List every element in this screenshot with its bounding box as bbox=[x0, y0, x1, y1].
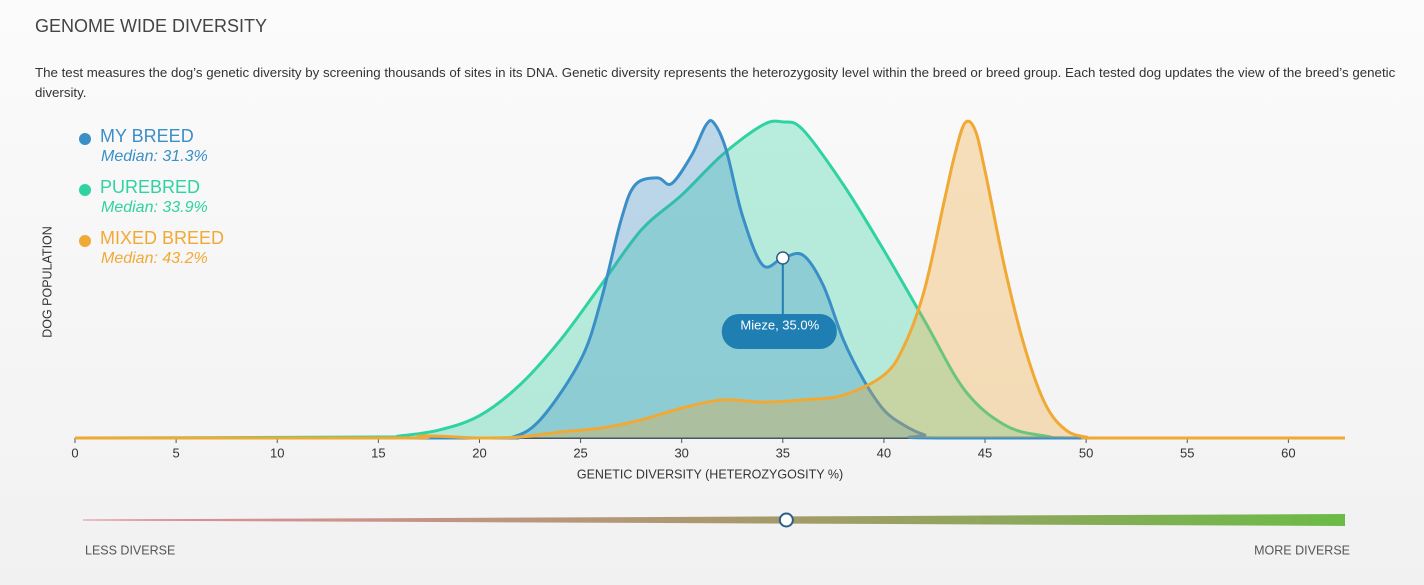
legend-dot bbox=[79, 184, 91, 196]
legend-name: MIXED BREED bbox=[100, 228, 224, 248]
legend-median: Median: 33.9% bbox=[101, 199, 208, 216]
x-axis-label: GENETIC DIVERSITY (HETEROZYGOSITY %) bbox=[577, 467, 843, 481]
scale-left-label: LESS DIVERSE bbox=[85, 543, 175, 557]
annotation-label: Mieze, 35.0% bbox=[740, 317, 819, 332]
x-tick-label: 5 bbox=[172, 445, 179, 460]
area-line bbox=[74, 119, 1345, 440]
area-line bbox=[74, 119, 1345, 440]
x-tick-label: 0 bbox=[71, 445, 78, 460]
legend-median: Median: 43.2% bbox=[101, 250, 208, 267]
x-tick-label: 30 bbox=[674, 445, 688, 460]
legend-name: MY BREED bbox=[100, 126, 194, 146]
x-tick-label: 10 bbox=[270, 445, 284, 460]
legend-median: Median: 31.3% bbox=[101, 148, 208, 165]
annotation-point bbox=[776, 251, 790, 265]
x-tick-label: 35 bbox=[776, 445, 790, 460]
legend-dot bbox=[79, 133, 91, 145]
x-tick-label: 45 bbox=[978, 445, 992, 460]
area-line bbox=[74, 119, 1345, 440]
y-axis-label: DOG POPULATION bbox=[40, 226, 54, 338]
x-tick-label: 50 bbox=[1079, 445, 1093, 460]
scale-marker bbox=[778, 512, 794, 528]
x-tick-label: 20 bbox=[472, 445, 486, 460]
annotation-box bbox=[721, 314, 837, 349]
x-tick-label: 60 bbox=[1281, 445, 1295, 460]
x-tick-label: 40 bbox=[877, 445, 891, 460]
title: GENOME WIDE DIVERSITY bbox=[35, 16, 268, 36]
x-tick-label: 25 bbox=[573, 445, 587, 460]
x-tick-label: 55 bbox=[1180, 445, 1194, 460]
diversity-scale bbox=[83, 514, 1345, 526]
legend-name: PUREBRED bbox=[100, 177, 200, 197]
x-tick-label: 15 bbox=[371, 445, 385, 460]
legend-dot bbox=[79, 235, 91, 247]
description: The test measures the dog’s genetic dive… bbox=[35, 65, 1396, 100]
area-fill bbox=[75, 120, 1345, 438]
area-fill bbox=[75, 121, 1345, 439]
scale-right-label: MORE DIVERSE bbox=[1254, 543, 1350, 557]
